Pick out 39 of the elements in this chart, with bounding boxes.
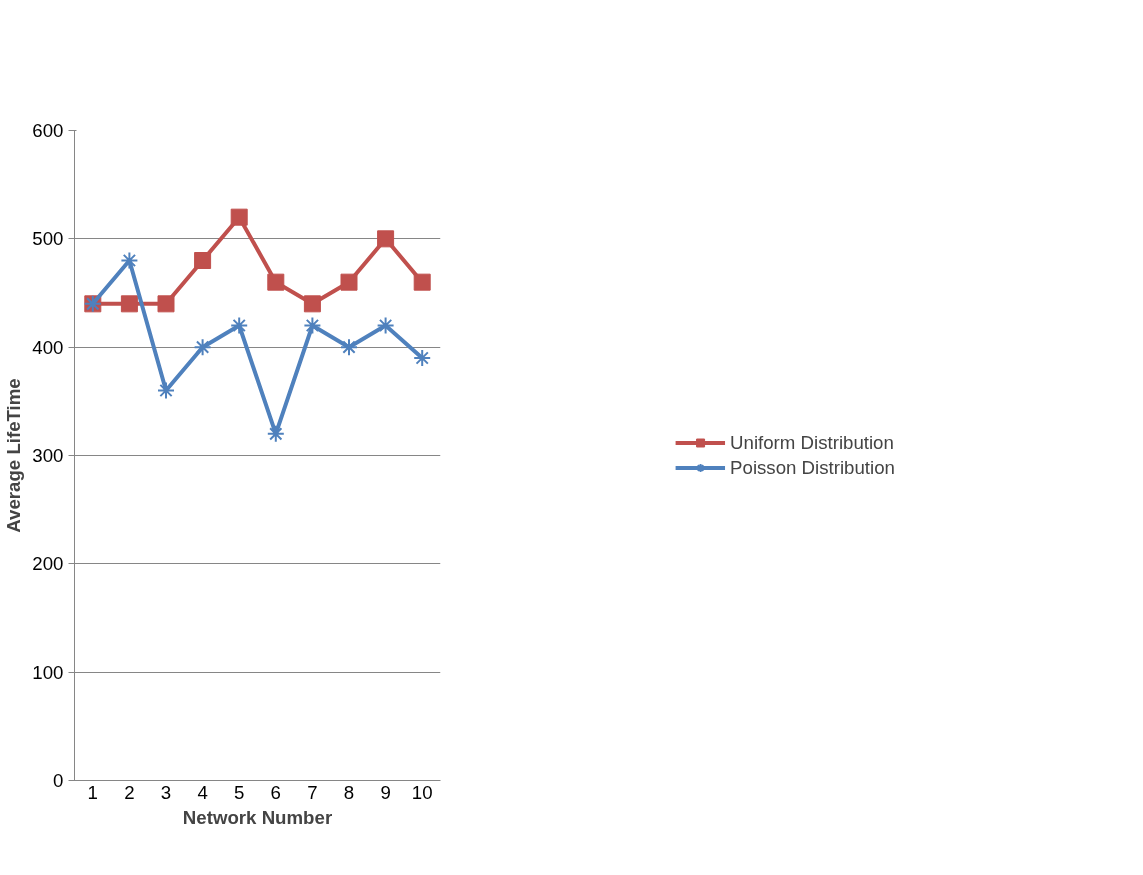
x-tick-label: 1 [87, 781, 98, 803]
x-axis-title: Network Number [182, 806, 333, 828]
y-axis-title: Average LifeTime [3, 378, 25, 533]
point [377, 230, 395, 248]
point [120, 295, 138, 313]
y-tick-label: 200 [32, 553, 64, 575]
point [413, 273, 431, 291]
x-tick-label: 8 [343, 781, 355, 803]
x-tick-label: 9 [380, 781, 391, 803]
point [266, 424, 285, 443]
y-tick-label: 0 [53, 770, 64, 791]
point [303, 295, 321, 313]
x-tick-label: 3 [160, 781, 172, 803]
point [340, 273, 358, 291]
y-tick-label: 100 [32, 661, 64, 683]
y-tick-label: 300 [32, 445, 64, 466]
y-tick-label: 600 [32, 120, 64, 141]
y-tick-label: 400 [32, 336, 64, 358]
point [120, 251, 139, 270]
point [157, 295, 175, 313]
point [230, 316, 249, 335]
point [193, 338, 212, 357]
x-tick-label: 6 [270, 781, 281, 803]
y-tick-label: 500 [32, 228, 64, 250]
x-tick-label: 5 [234, 781, 245, 803]
point [340, 338, 358, 357]
point [194, 252, 212, 269]
point [157, 381, 175, 400]
point [230, 208, 248, 226]
x-tick-label: 2 [124, 781, 135, 803]
point [413, 349, 432, 367]
legend-label: Uniform Distribution [730, 431, 894, 454]
x-tick-label: 10 [411, 781, 433, 803]
x-tick-label: 4 [197, 781, 208, 803]
point [376, 316, 395, 335]
legend-label: Poisson Distribution [730, 456, 895, 479]
point [267, 273, 285, 291]
point [303, 316, 322, 335]
x-tick-label: 7 [307, 781, 318, 803]
